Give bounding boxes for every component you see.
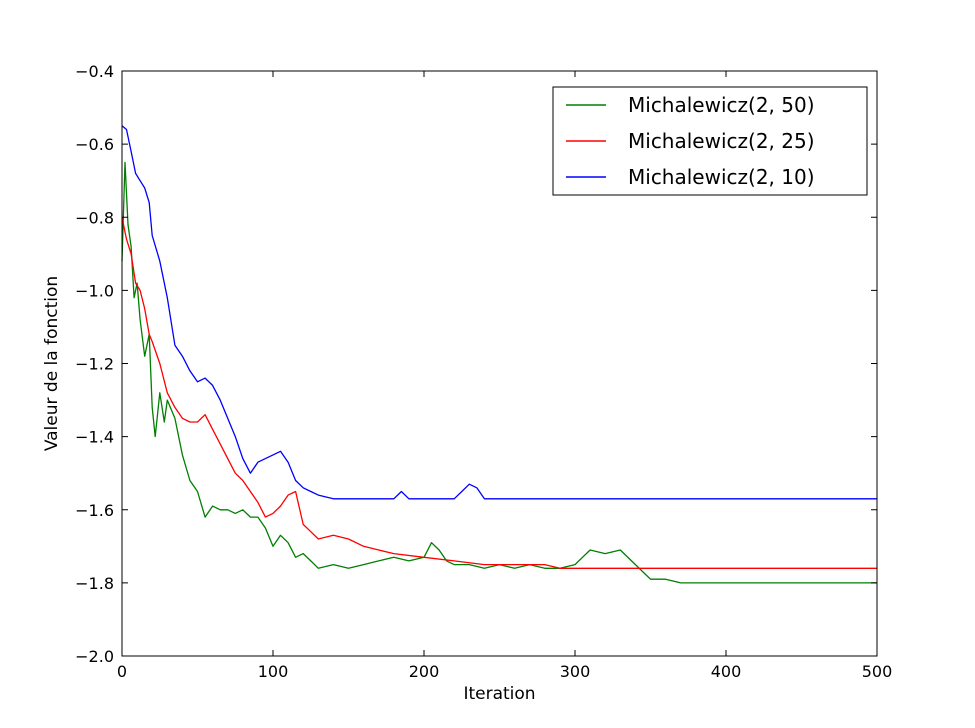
y-tick-label: −0.8 [75,208,114,227]
series-line-1 [121,161,877,584]
legend-label-3: Michalewicz(2, 10) [628,165,815,189]
y-tick-label: −1.0 [75,281,114,300]
x-tick-label: 400 [711,662,742,681]
ticks-layer: 0 100 200 300 400 500 −2.0 −1.8 −1.6 −1.4 −1.2 −1.0… [75,62,892,681]
y-tick-label: −1.2 [75,355,114,374]
y-axis-label: Valeur de la fonction [42,276,62,451]
y-tick-label: −0.6 [75,135,114,154]
x-tick-label: 500 [862,662,893,681]
y-tick-label: −0.4 [75,62,114,81]
y-tick-label: −1.8 [75,574,114,593]
series-line-3 [121,125,877,500]
legend: Michalewicz(2, 50) Michalewicz(2, 25) Mich… [552,86,868,196]
x-tick-label: 300 [560,662,591,681]
x-tick-label: 100 [258,662,289,681]
series-line-2 [121,217,877,569]
x-axis-label: Iteration [463,684,535,704]
x-tick-label: 200 [409,662,440,681]
x-tick-label: 0 [117,662,127,681]
legend-label-2: Michalewicz(2, 25) [628,129,815,153]
y-tick-label: −1.6 [75,501,114,520]
series-layer [121,125,877,584]
legend-label-1: Michalewicz(2, 50) [628,93,815,117]
y-tick-label: −2.0 [75,647,114,666]
y-tick-label: −1.4 [75,428,114,447]
